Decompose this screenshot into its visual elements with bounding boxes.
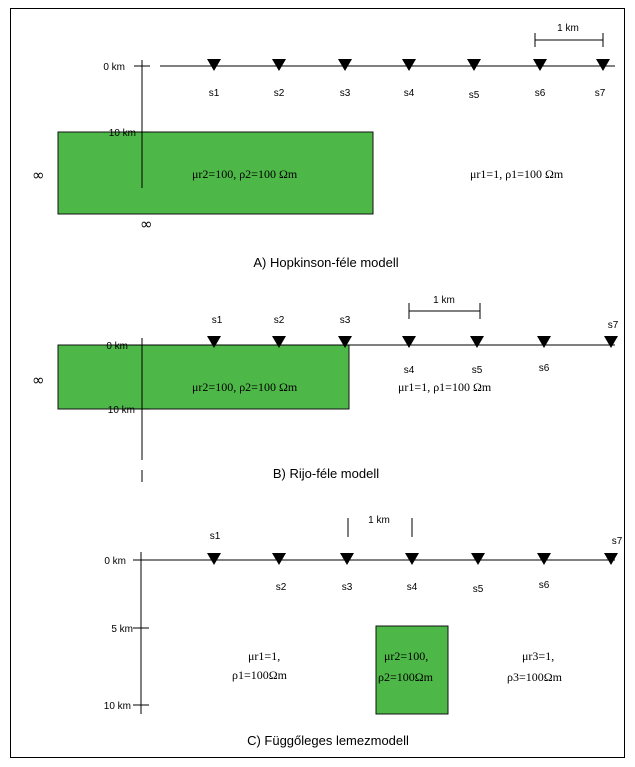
panel-c-station-label-5: s5 [473, 584, 484, 595]
panel-c-station-marker-2 [272, 553, 286, 565]
panel-a-station-marker-4 [402, 59, 416, 71]
panel-a-inside-params: μr2=100, ρ2=100 Ωm [192, 167, 298, 181]
panel-c-depth-0: 0 km [104, 556, 126, 567]
panel-a-scale-label: 1 km [557, 23, 579, 34]
panel-c-station-marker-3 [340, 553, 354, 565]
panel-a-station-label-6: s6 [535, 88, 546, 99]
panel-c-station-label-2: s2 [276, 582, 287, 593]
panel-a-station-marker-3 [338, 59, 352, 71]
panel-c-caption: C) Függőleges lemezmodell [247, 733, 409, 748]
panel-a-station-marker-1 [207, 59, 221, 71]
panel-c-depth-5: 5 km [111, 624, 133, 635]
panel-c-left-params-2: ρ1=100Ωm [232, 668, 288, 682]
panel-b-conductive-block [57, 344, 350, 410]
panel-a-caption: A) Hopkinson-féle modell [253, 255, 398, 270]
panel-b-rijo: 0 km 10 km 1 km s1 s2 s3 s4 s5 s6 s7 μr2… [32, 295, 619, 482]
panel-a-station-label-1: s1 [209, 88, 220, 99]
panel-a-station-label-5: s5 [469, 90, 480, 101]
panel-c-station-marker-5 [471, 553, 485, 565]
panel-a-station-label-3: s3 [340, 88, 351, 99]
panel-a-station-marker-5 [467, 59, 481, 71]
panel-c-station-label-3: s3 [342, 582, 353, 593]
panel-b-station-marker-7 [604, 336, 618, 348]
panel-c-vertical-slab: 0 km 5 km 10 km 1 km s1 s2 s3 s4 s5 s6 s… [104, 515, 623, 748]
panel-a-depth-10: 10 km [109, 128, 136, 139]
panel-b-infinity-left: ∞ [32, 371, 45, 389]
panel-c-station-label-7: s7 [612, 536, 623, 547]
panel-b-station-label-4: s4 [404, 365, 415, 376]
panel-c-right-params-1: μr3=1, [522, 649, 554, 663]
panel-a-conductive-block [57, 131, 374, 215]
panel-c-depth-10: 10 km [104, 701, 131, 712]
panel-a-station-marker-2 [272, 59, 286, 71]
panel-b-depth-0: 0 km [106, 341, 128, 352]
panel-c-inside-params-2: ρ2=100Ωm [378, 670, 434, 684]
panel-b-caption: B) Rijo-féle modell [273, 466, 379, 481]
panel-c-station-label-4: s4 [407, 582, 418, 593]
panel-a-infinity-bottom: ∞ [140, 215, 153, 233]
panel-b-inside-params: μr2=100, ρ2=100 Ωm [192, 380, 298, 394]
panel-a-infinity-left: ∞ [32, 166, 45, 184]
panel-c-station-marker-6 [537, 553, 551, 565]
panel-b-station-marker-3 [338, 336, 352, 348]
panel-a-outside-params: μr1=1, ρ1=100 Ωm [470, 167, 564, 181]
panel-c-inside-params-1: μr2=100, [384, 649, 428, 663]
panel-c-station-label-1: s1 [210, 531, 221, 542]
panel-b-station-label-1: s1 [212, 315, 223, 326]
panel-b-station-marker-4 [402, 336, 416, 348]
panel-a-station-label-2: s2 [274, 88, 285, 99]
panel-b-station-label-5: s5 [472, 365, 483, 376]
panel-b-depth-10: 10 km [108, 405, 135, 416]
panel-c-station-marker-7 [604, 553, 618, 565]
panel-c-conductive-slab [375, 625, 449, 715]
panel-b-station-label-3: s3 [340, 315, 351, 326]
panel-b-station-marker-1 [207, 336, 221, 348]
panel-c-left-params-1: μr1=1, [248, 649, 280, 663]
panel-b-station-marker-6 [537, 336, 551, 348]
panel-a-station-marker-6 [533, 59, 547, 71]
panel-a-station-marker-7 [596, 59, 610, 71]
panel-a-station-label-4: s4 [404, 88, 415, 99]
panel-b-station-marker-5 [470, 336, 484, 348]
panel-b-outside-params: μr1=1, ρ1=100 Ωm [398, 380, 492, 394]
panel-a-station-label-7: s7 [595, 88, 606, 99]
panel-c-station-marker-1 [207, 553, 221, 565]
panel-b-station-marker-2 [272, 336, 286, 348]
panel-b-scale-label: 1 km [433, 295, 455, 306]
panel-c-right-params-2: ρ3=100Ωm [507, 670, 563, 684]
panel-b-station-label-7: s7 [608, 320, 619, 331]
panel-c-station-marker-4 [405, 553, 419, 565]
panel-a-hopkinson: 0 km 10 km 1 km s1 s2 s3 s4 s5 s6 s7 μr2… [32, 23, 615, 270]
panel-b-station-label-2: s2 [274, 315, 285, 326]
panel-a-depth-0: 0 km [103, 62, 125, 73]
panel-c-scale-label: 1 km [368, 515, 390, 526]
panel-b-station-label-6: s6 [539, 363, 550, 374]
panel-c-station-label-6: s6 [539, 580, 550, 591]
